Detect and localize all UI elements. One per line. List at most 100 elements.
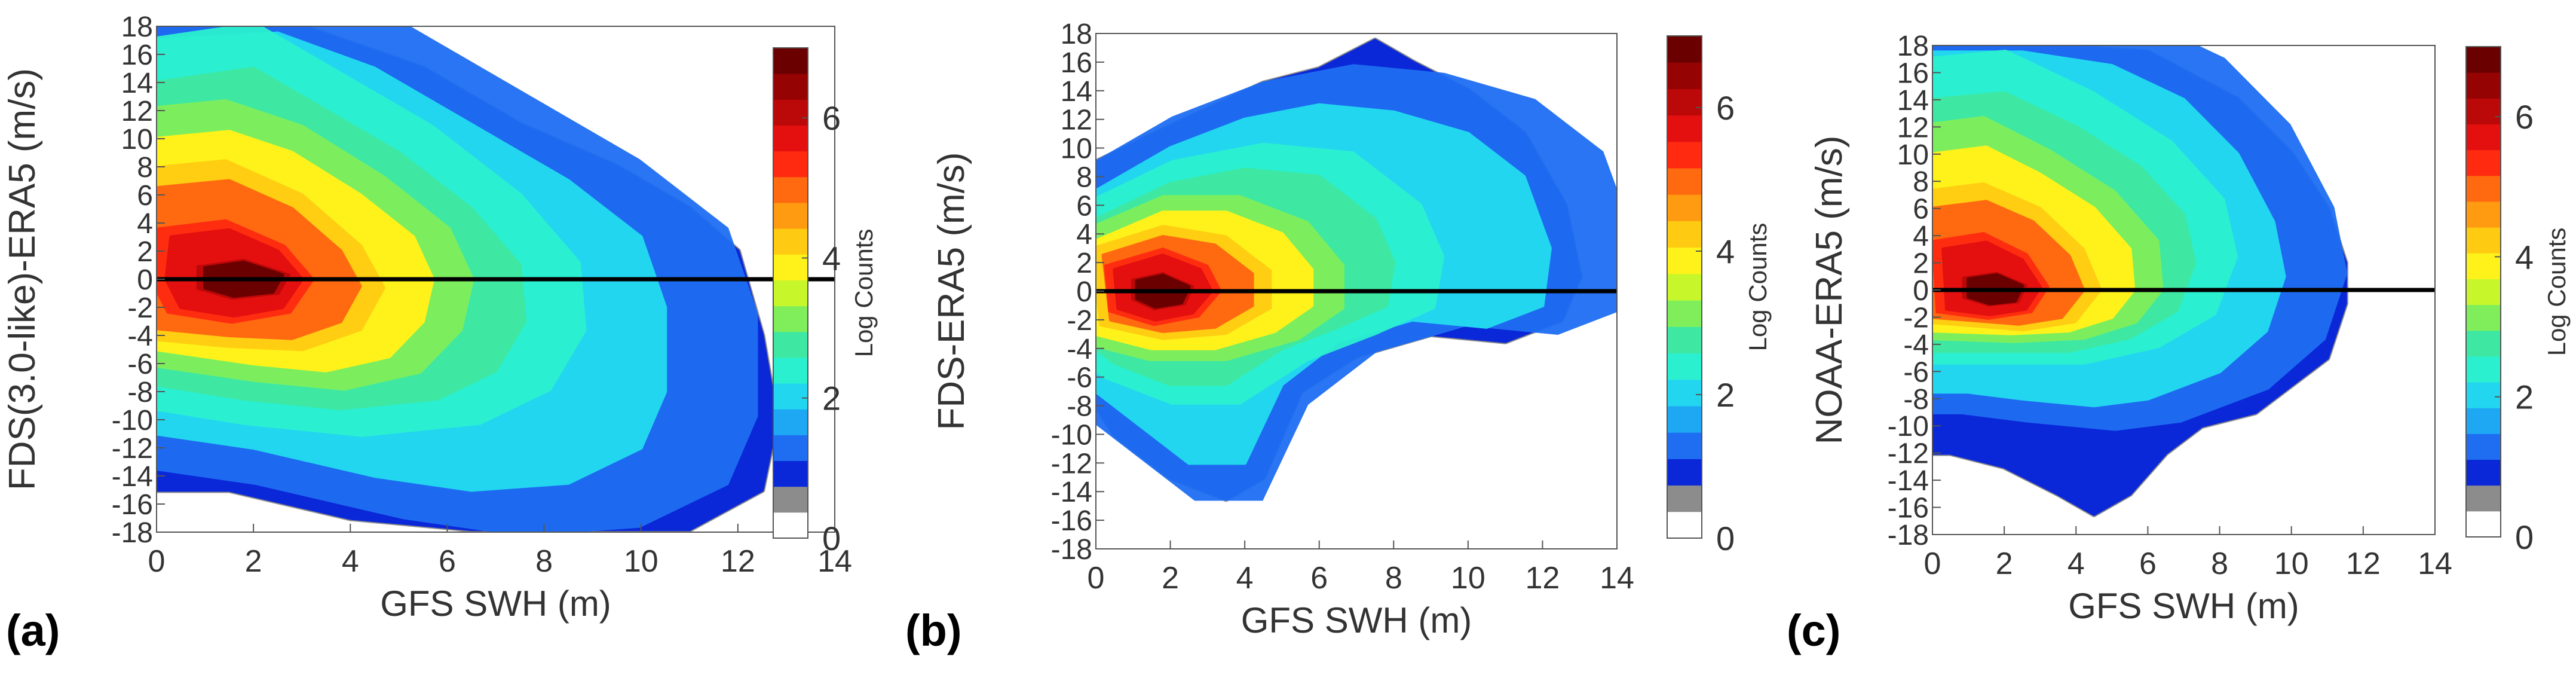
y-tick-label: 10 bbox=[1061, 133, 1092, 165]
y-tick-label: -2 bbox=[1067, 305, 1092, 337]
panel-label: (a) bbox=[6, 606, 60, 655]
y-tick-label: -18 bbox=[1888, 520, 1929, 551]
colorbar-swatch bbox=[773, 125, 808, 152]
colorbar-label: Log Counts bbox=[2543, 228, 2571, 356]
colorbar-tick-label: 6 bbox=[822, 99, 841, 137]
y-tick-label: 10 bbox=[121, 124, 153, 155]
x-tick-label: 4 bbox=[1236, 561, 1254, 596]
colorbar-frame bbox=[773, 47, 808, 539]
y-tick-label: 14 bbox=[1897, 85, 1929, 117]
y-tick-label: 18 bbox=[1061, 19, 1092, 50]
y-tick-label: -10 bbox=[112, 405, 153, 436]
colorbar-swatch bbox=[2466, 253, 2501, 279]
y-tick-label: -12 bbox=[1051, 448, 1092, 480]
colorbar-tick-label: 6 bbox=[2515, 98, 2534, 136]
colorbar-swatch bbox=[773, 383, 808, 410]
panel-3: 0 2 4 6 8 10 12 14-18-16-14-12-10-8-6-4-2024681… bbox=[1787, 30, 2571, 655]
colorbar-tick-label: 6 bbox=[1716, 89, 1735, 127]
x-tick-label: 6 bbox=[439, 544, 456, 579]
colorbar-swatch bbox=[773, 306, 808, 332]
x-axis-label: GFS SWH (m) bbox=[380, 584, 611, 624]
y-tick-label: -10 bbox=[1888, 411, 1929, 442]
colorbar-tick-label: 4 bbox=[822, 239, 841, 277]
x-tick-label: 8 bbox=[535, 544, 553, 579]
y-tick-label: -14 bbox=[112, 461, 153, 493]
colorbar-swatch bbox=[2466, 485, 2501, 512]
x-tick-label: 10 bbox=[624, 544, 658, 579]
y-tick-label: 4 bbox=[1076, 219, 1092, 251]
y-tick-label: -16 bbox=[1888, 493, 1929, 524]
y-tick-label: 0 bbox=[137, 264, 153, 296]
colorbar-swatch bbox=[2466, 175, 2501, 202]
colorbar-swatch bbox=[773, 254, 808, 280]
colorbar-swatch bbox=[773, 486, 808, 513]
y-axis-label: FDS-ERA5 (m/s) bbox=[931, 152, 972, 430]
colorbar-frame bbox=[1667, 35, 1702, 539]
x-tick-label: 10 bbox=[1451, 561, 1485, 596]
y-tick-label: 12 bbox=[1061, 105, 1092, 136]
y-tick-label: 2 bbox=[1076, 248, 1092, 279]
colorbar-swatch bbox=[1667, 273, 1702, 301]
y-tick-label: -2 bbox=[127, 292, 153, 324]
x-tick-label: 8 bbox=[2211, 546, 2228, 581]
y-tick-label: -6 bbox=[1903, 356, 1929, 388]
colorbar-tick-label: 0 bbox=[1716, 520, 1735, 557]
colorbar-swatch bbox=[2466, 511, 2501, 538]
x-tick-label: 4 bbox=[342, 544, 359, 579]
colorbar-swatch bbox=[2466, 227, 2501, 254]
panel-label: (b) bbox=[905, 606, 962, 655]
y-tick-label: 14 bbox=[1061, 76, 1092, 108]
x-tick-label: 6 bbox=[2139, 546, 2157, 581]
panel-1: 0 2 4 6 8 10 12 14-18-16-14-12-10-8-6-4-2024681… bbox=[2, 11, 878, 655]
colorbar: 0 2 4 6 Log Counts bbox=[773, 47, 878, 557]
x-tick-label: 2 bbox=[245, 544, 262, 579]
colorbar-swatch bbox=[2466, 98, 2501, 124]
colorbar-swatch bbox=[773, 74, 808, 100]
colorbar-tick-label: 0 bbox=[2515, 518, 2534, 556]
colorbar-swatch bbox=[1667, 221, 1702, 248]
y-tick-label: -8 bbox=[1067, 391, 1092, 423]
colorbar-swatch bbox=[1667, 36, 1702, 63]
colorbar-swatch bbox=[1667, 168, 1702, 195]
y-tick-label: 12 bbox=[1897, 112, 1929, 143]
colorbar-tick-label: 2 bbox=[2515, 378, 2534, 416]
y-tick-label: 0 bbox=[1913, 275, 1929, 307]
y-tick-label: 16 bbox=[121, 39, 153, 71]
y-tick-label: -16 bbox=[1051, 505, 1092, 537]
colorbar-swatch bbox=[1667, 432, 1702, 459]
x-tick-label: 14 bbox=[1600, 561, 1634, 596]
y-tick-label: 16 bbox=[1061, 47, 1092, 79]
y-tick-label: 8 bbox=[1913, 166, 1929, 198]
colorbar-swatch bbox=[2466, 124, 2501, 151]
y-tick-label: 4 bbox=[1913, 221, 1929, 252]
x-tick-label: 14 bbox=[817, 544, 852, 579]
y-tick-label: 6 bbox=[1913, 194, 1929, 225]
colorbar-swatch bbox=[2466, 330, 2501, 357]
y-tick-label: -8 bbox=[127, 377, 153, 408]
colorbar: 0 2 4 6 Log Counts bbox=[1667, 35, 1772, 557]
colorbar-swatch bbox=[1667, 405, 1702, 433]
y-tick-label: -12 bbox=[1888, 438, 1929, 470]
colorbar-swatch bbox=[2466, 433, 2501, 460]
x-axis-label: GFS SWH (m) bbox=[1241, 600, 1472, 640]
y-tick-label: 8 bbox=[137, 152, 153, 184]
y-tick-label: -6 bbox=[1067, 362, 1092, 394]
y-tick-label: -14 bbox=[1888, 465, 1929, 497]
y-tick-label: -12 bbox=[112, 433, 153, 465]
y-axis-label: NOAA-ERA5 (m/s) bbox=[1809, 136, 1850, 445]
colorbar-tick-label: 2 bbox=[822, 380, 841, 417]
colorbar-swatch bbox=[2466, 382, 2501, 408]
colorbar-swatch bbox=[2466, 304, 2501, 331]
x-tick-label: 2 bbox=[1162, 561, 1179, 596]
colorbar-swatch bbox=[1667, 326, 1702, 354]
colorbar-swatch bbox=[773, 228, 808, 255]
colorbar-swatch bbox=[1667, 141, 1702, 169]
y-tick-label: 6 bbox=[137, 180, 153, 212]
colorbar-swatch bbox=[773, 409, 808, 435]
density-layers bbox=[1932, 45, 2348, 517]
y-tick-label: -4 bbox=[1903, 329, 1929, 361]
y-tick-label: 18 bbox=[1897, 30, 1929, 62]
colorbar-swatch bbox=[773, 176, 808, 203]
y-tick-label: 18 bbox=[121, 11, 153, 43]
colorbar-swatch bbox=[773, 151, 808, 178]
